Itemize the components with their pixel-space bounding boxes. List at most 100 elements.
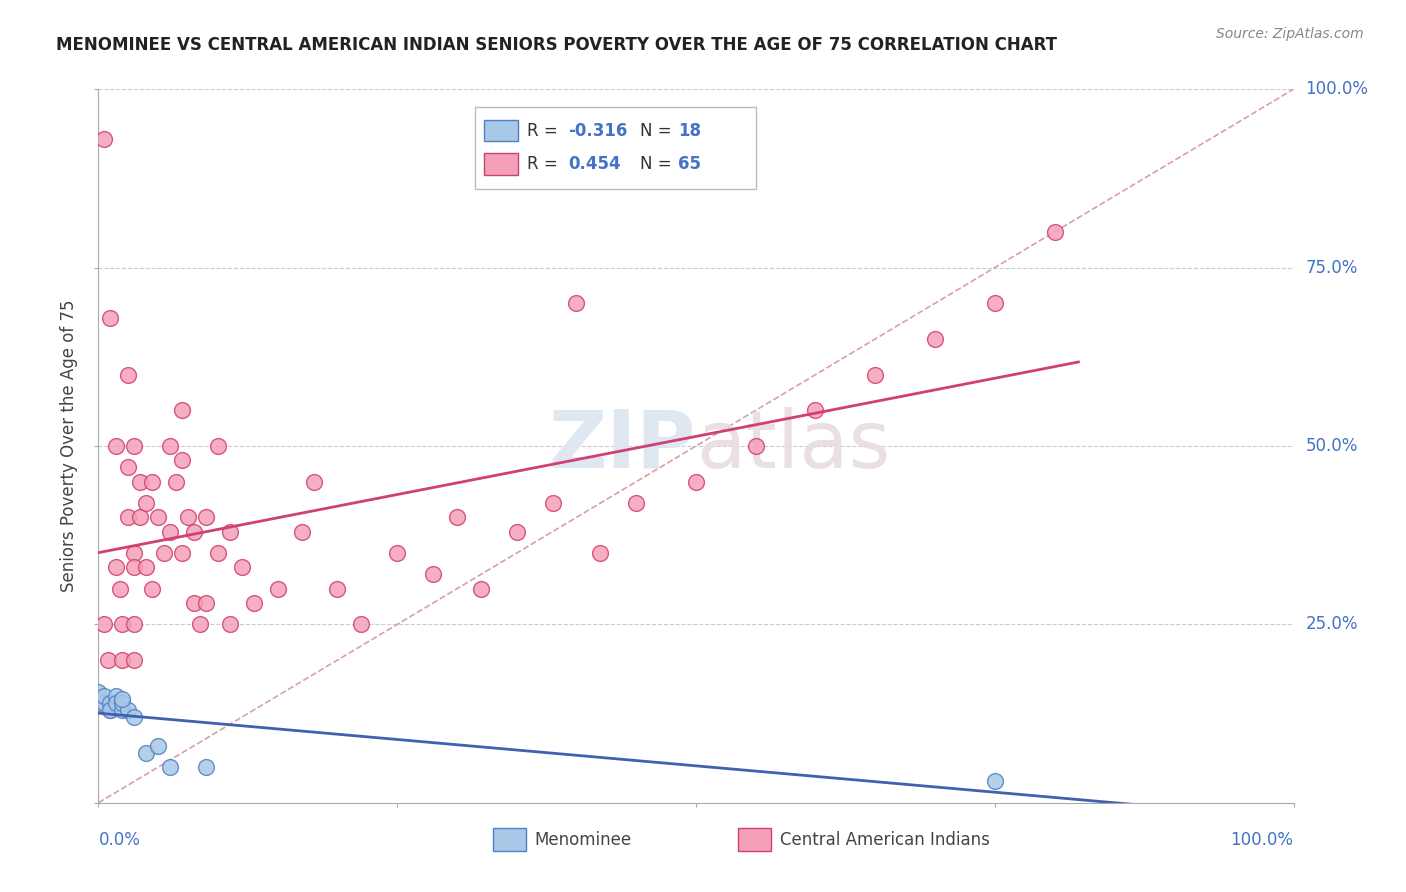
Point bbox=[129, 475, 152, 489]
Text: atlas: atlas bbox=[696, 407, 890, 485]
Point bbox=[446, 510, 468, 524]
Point bbox=[124, 560, 146, 574]
Text: 25.0%: 25.0% bbox=[1305, 615, 1358, 633]
Point bbox=[219, 617, 242, 632]
Point bbox=[194, 760, 217, 774]
Point bbox=[105, 696, 128, 710]
Point bbox=[117, 460, 139, 475]
Point bbox=[93, 132, 115, 146]
Point bbox=[117, 368, 139, 382]
Text: N =: N = bbox=[640, 121, 676, 139]
Point bbox=[194, 596, 217, 610]
Point bbox=[153, 546, 176, 560]
Point bbox=[111, 696, 134, 710]
Point bbox=[624, 496, 647, 510]
Point bbox=[350, 617, 373, 632]
Text: R =: R = bbox=[527, 155, 564, 173]
Point bbox=[565, 296, 588, 310]
Point bbox=[141, 582, 163, 596]
Text: Source: ZipAtlas.com: Source: ZipAtlas.com bbox=[1216, 27, 1364, 41]
Point bbox=[124, 617, 146, 632]
Y-axis label: Seniors Poverty Over the Age of 75: Seniors Poverty Over the Age of 75 bbox=[60, 300, 79, 592]
Point bbox=[111, 692, 134, 706]
Point bbox=[159, 760, 181, 774]
Text: Menominee: Menominee bbox=[534, 831, 631, 849]
Point bbox=[302, 475, 325, 489]
Point bbox=[135, 746, 157, 760]
Text: R =: R = bbox=[527, 121, 564, 139]
Point bbox=[243, 596, 266, 610]
Point bbox=[129, 510, 152, 524]
Point bbox=[98, 696, 122, 710]
Point bbox=[124, 546, 146, 560]
Point bbox=[422, 567, 444, 582]
Text: 18: 18 bbox=[678, 121, 702, 139]
Point bbox=[87, 696, 110, 710]
Point bbox=[194, 510, 217, 524]
FancyBboxPatch shape bbox=[475, 107, 756, 189]
Point bbox=[506, 524, 529, 539]
Point bbox=[135, 560, 157, 574]
Point bbox=[207, 546, 229, 560]
Point bbox=[105, 689, 128, 703]
Point bbox=[863, 368, 886, 382]
Point bbox=[219, 524, 242, 539]
FancyBboxPatch shape bbox=[485, 153, 517, 175]
Point bbox=[148, 739, 170, 753]
Text: 100.0%: 100.0% bbox=[1230, 831, 1294, 849]
Text: 0.454: 0.454 bbox=[568, 155, 620, 173]
Point bbox=[159, 524, 181, 539]
Text: 50.0%: 50.0% bbox=[1305, 437, 1358, 455]
Point bbox=[188, 617, 211, 632]
Point bbox=[804, 403, 827, 417]
Point bbox=[87, 685, 110, 699]
Point bbox=[983, 296, 1005, 310]
Point bbox=[105, 560, 128, 574]
Point bbox=[111, 703, 134, 717]
Text: -0.316: -0.316 bbox=[568, 121, 627, 139]
Text: 0.0%: 0.0% bbox=[98, 831, 141, 849]
Point bbox=[172, 546, 194, 560]
Point bbox=[93, 617, 115, 632]
Point bbox=[183, 596, 205, 610]
Point bbox=[124, 439, 146, 453]
Point bbox=[148, 510, 170, 524]
Point bbox=[924, 332, 946, 346]
Point bbox=[685, 475, 707, 489]
FancyBboxPatch shape bbox=[738, 829, 772, 851]
Text: N =: N = bbox=[640, 155, 676, 173]
Point bbox=[1043, 225, 1066, 239]
Point bbox=[124, 710, 146, 724]
Point bbox=[326, 582, 349, 596]
Point bbox=[117, 703, 139, 717]
Point bbox=[207, 439, 229, 453]
Text: Central American Indians: Central American Indians bbox=[779, 831, 990, 849]
Point bbox=[231, 560, 253, 574]
Point bbox=[111, 653, 134, 667]
Point bbox=[97, 653, 120, 667]
Point bbox=[111, 617, 134, 632]
Point bbox=[470, 582, 492, 596]
Point bbox=[541, 496, 564, 510]
Point bbox=[177, 510, 200, 524]
Point bbox=[98, 310, 122, 325]
Text: 65: 65 bbox=[678, 155, 702, 173]
Point bbox=[745, 439, 768, 453]
Point bbox=[105, 439, 128, 453]
Point bbox=[141, 475, 163, 489]
Text: 75.0%: 75.0% bbox=[1305, 259, 1358, 277]
Point bbox=[93, 696, 115, 710]
Text: ZIP: ZIP bbox=[548, 407, 696, 485]
Point bbox=[183, 524, 205, 539]
FancyBboxPatch shape bbox=[485, 120, 517, 141]
Point bbox=[108, 582, 131, 596]
Text: MENOMINEE VS CENTRAL AMERICAN INDIAN SENIORS POVERTY OVER THE AGE OF 75 CORRELAT: MENOMINEE VS CENTRAL AMERICAN INDIAN SEN… bbox=[56, 36, 1057, 54]
Point bbox=[93, 689, 115, 703]
Point bbox=[159, 439, 181, 453]
Point bbox=[135, 496, 157, 510]
Text: 100.0%: 100.0% bbox=[1305, 80, 1368, 98]
Point bbox=[165, 475, 187, 489]
Point bbox=[172, 453, 194, 467]
Point bbox=[267, 582, 290, 596]
Point bbox=[117, 510, 139, 524]
